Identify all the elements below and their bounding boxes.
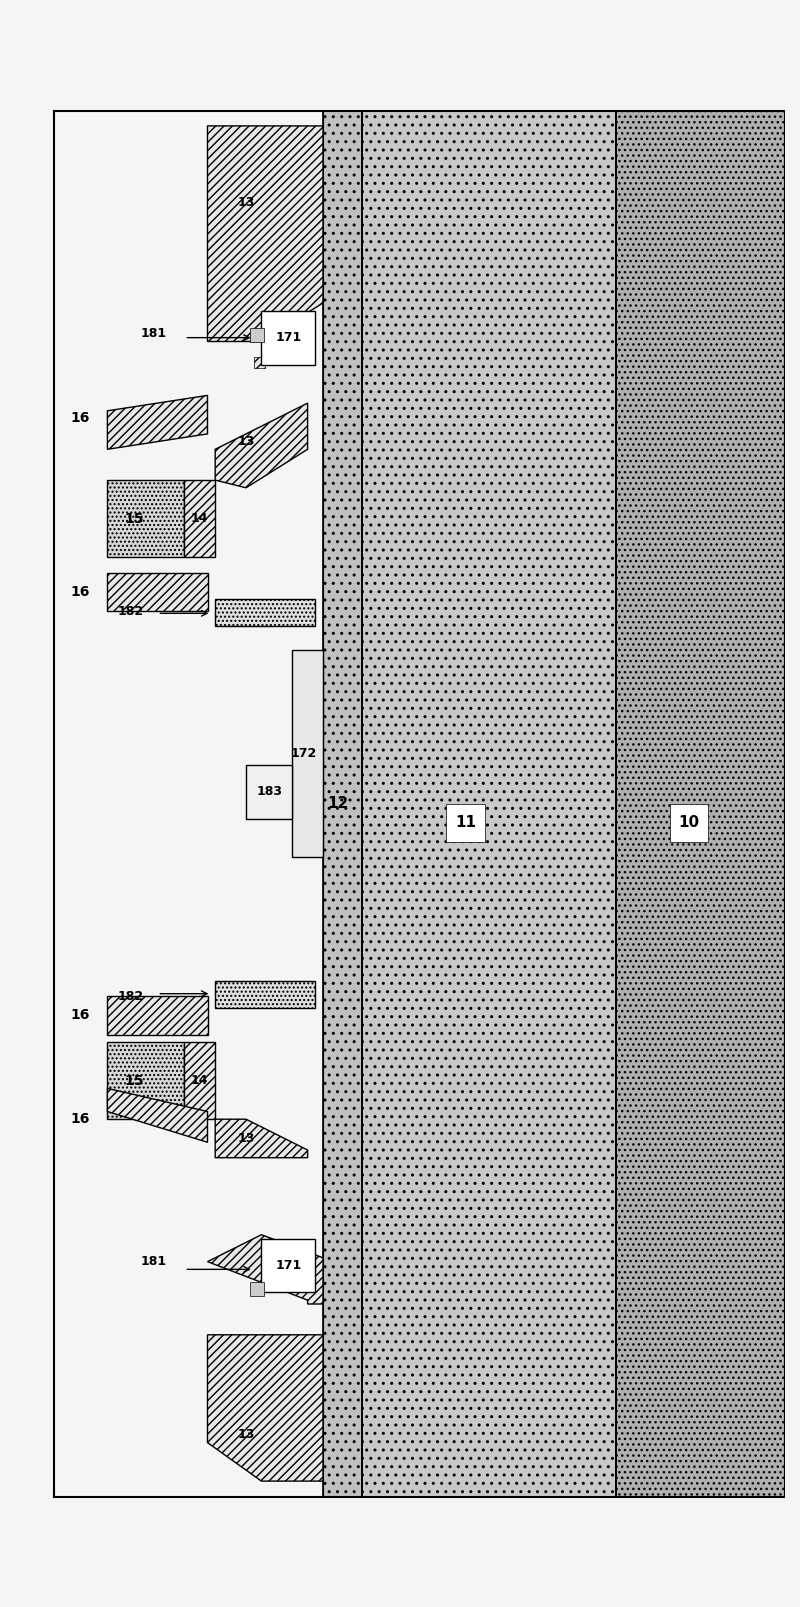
Polygon shape (207, 1335, 323, 1482)
Polygon shape (207, 125, 323, 342)
Text: 15: 15 (125, 511, 144, 525)
Bar (246, 765, 292, 820)
Bar (107, 1043, 184, 1118)
Text: 11: 11 (455, 815, 476, 831)
Bar (250, 1282, 264, 1297)
Bar (107, 480, 184, 558)
Bar (215, 599, 315, 627)
Polygon shape (215, 403, 307, 489)
Bar (262, 1239, 315, 1292)
Bar (250, 328, 264, 342)
Bar (670, 804, 708, 842)
Polygon shape (215, 1118, 307, 1157)
Text: 182: 182 (118, 990, 143, 1003)
Text: 14: 14 (191, 1073, 209, 1088)
Polygon shape (107, 1088, 207, 1143)
Text: 16: 16 (70, 1112, 90, 1127)
Text: 10: 10 (678, 815, 699, 831)
Text: 171: 171 (275, 331, 302, 344)
Text: 183: 183 (256, 786, 282, 799)
Polygon shape (107, 395, 207, 450)
Text: 15: 15 (125, 1073, 144, 1088)
Text: 13: 13 (238, 1131, 254, 1144)
Text: 14: 14 (191, 513, 209, 525)
Bar (616, 111, 785, 1496)
Polygon shape (207, 1234, 323, 1303)
Text: 16: 16 (70, 411, 90, 426)
Bar (292, 649, 323, 858)
Text: 181: 181 (141, 1255, 166, 1268)
Text: 12: 12 (328, 795, 349, 812)
Text: 16: 16 (70, 585, 90, 599)
Bar (323, 111, 362, 1496)
Text: 182: 182 (118, 604, 143, 617)
Polygon shape (107, 572, 207, 611)
Text: 172: 172 (290, 747, 317, 760)
Text: 171: 171 (275, 1258, 302, 1273)
Bar (362, 111, 616, 1496)
Polygon shape (107, 996, 207, 1035)
Text: 13: 13 (238, 435, 254, 448)
Bar (184, 1043, 215, 1118)
Bar (254, 357, 266, 368)
Text: 13: 13 (238, 1429, 254, 1441)
Bar (184, 480, 215, 558)
Text: 13: 13 (238, 196, 254, 209)
Text: 16: 16 (70, 1008, 90, 1022)
Bar (446, 804, 485, 842)
Bar (262, 310, 315, 365)
Text: 181: 181 (141, 328, 166, 341)
Bar (215, 980, 315, 1008)
